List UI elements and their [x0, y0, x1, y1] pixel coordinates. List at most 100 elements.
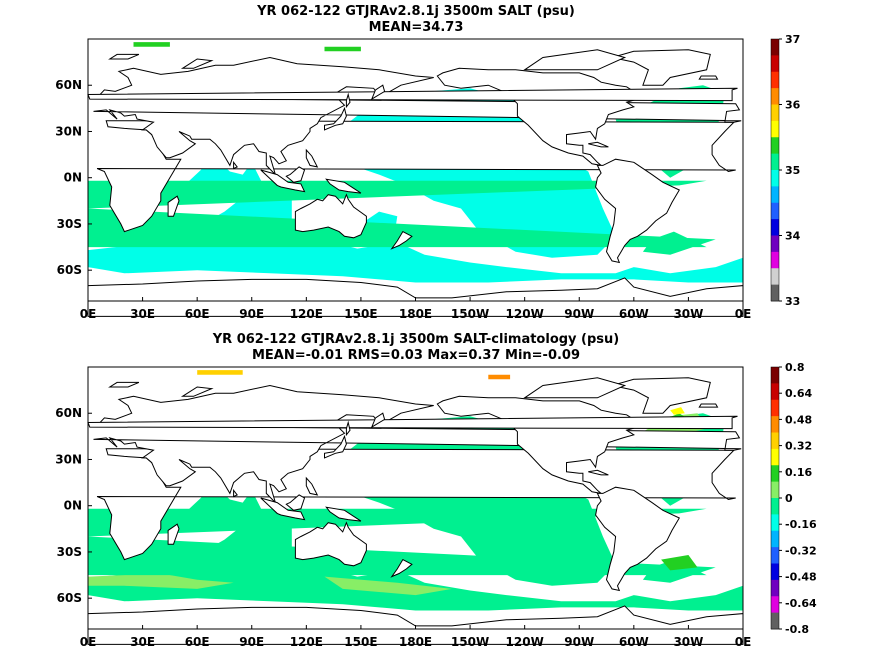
colorbar-tick-label: 36 — [785, 99, 801, 112]
madagascar-land — [167, 195, 180, 217]
x-tick-label: 90W — [564, 635, 594, 649]
borneo-land — [285, 494, 306, 511]
colorbar-swatch — [771, 448, 779, 466]
x-tick-label: 120E — [290, 635, 323, 649]
arctic-orange-anom — [488, 374, 511, 380]
colorbar-swatch — [771, 284, 779, 302]
colorbar-swatch — [771, 547, 779, 564]
colorbar-swatch — [771, 170, 779, 187]
cuba-land — [588, 141, 609, 148]
x-tick-label: 60E — [185, 635, 210, 649]
top-y-ticks: 60N 30N 0N 30S 60S — [55, 78, 92, 277]
colorbar-tick-label: 34 — [785, 230, 801, 243]
colorbar-tick-label: -0.64 — [785, 597, 817, 610]
x-tick-label: 60W — [619, 635, 649, 649]
colorbar-swatch — [771, 71, 779, 89]
colorbar-swatch — [771, 612, 779, 630]
colorbar-swatch — [771, 235, 779, 253]
southern-band-anom-2 — [324, 576, 452, 596]
south-atlantic-patch — [88, 180, 716, 255]
southern-ocean-anom — [88, 518, 743, 611]
colorbar-swatch — [771, 579, 779, 597]
colorbar-swatch — [771, 563, 779, 581]
colorbar-swatch — [771, 481, 779, 499]
colorbar-swatch — [771, 268, 779, 286]
north-atlantic-yellow-anom — [670, 407, 685, 415]
colorbar-swatch — [771, 104, 779, 122]
arctic-green-patch-2 — [324, 46, 361, 52]
arctic-islands-land — [523, 377, 627, 399]
colorbar-swatch — [771, 367, 779, 384]
colorbar-swatch — [771, 465, 779, 483]
kamchatka-land — [370, 84, 386, 101]
colorbar-swatch — [771, 55, 779, 73]
x-tick-label: 0E — [80, 307, 97, 321]
indonesia-land — [260, 497, 306, 521]
eurasia-land — [93, 56, 742, 175]
colorbar-swatch — [771, 596, 779, 614]
x-tick-label: 180E — [399, 307, 432, 321]
top-colorbar: 37 36 35 34 33 — [770, 33, 801, 308]
indonesia-land — [260, 169, 306, 193]
colorbar-tick-label: -0.48 — [785, 571, 817, 584]
south-america-land — [595, 486, 681, 592]
arctic-gold-anom — [197, 370, 243, 375]
arctic-islands-land — [523, 49, 627, 71]
x-tick-label: 30W — [673, 307, 703, 321]
south-america-land — [595, 158, 681, 264]
iceland-land — [698, 403, 719, 408]
x-tick-label: 0E — [735, 307, 752, 321]
eurasia-land — [93, 384, 742, 503]
x-tick-label: 0E — [735, 635, 752, 649]
colorbar-swatch — [771, 153, 779, 171]
x-tick-label: 150E — [344, 307, 377, 321]
colorbar-tick-label: -0.8 — [785, 623, 809, 636]
colorbar-swatch — [771, 399, 779, 417]
iceland-land — [698, 75, 719, 80]
x-tick-label: 30E — [130, 635, 155, 649]
top-map — [87, 39, 744, 317]
colorbar-swatch — [771, 514, 779, 532]
greenland-land — [611, 49, 711, 86]
philippines-land — [305, 476, 319, 496]
colorbar-swatch — [771, 251, 779, 269]
colorbar-swatch — [771, 530, 779, 548]
uk-land — [87, 87, 738, 102]
new-zealand-land — [390, 558, 413, 578]
new-guinea-land — [325, 178, 362, 194]
bottom-x-ticks: 0E 30E 60E 90E 120E 150E 180E 150W 120W 90W 60W 30W… — [80, 625, 752, 649]
x-tick-label: 90W — [564, 307, 594, 321]
y-tick-label: 30S — [57, 545, 82, 559]
y-tick-label: 30S — [57, 217, 82, 231]
x-tick-label: 120E — [290, 307, 323, 321]
top-x-ticks: 0E 30E 60E 90E 120E 150E 180E 150W 120W 90W 60W 30W… — [80, 297, 752, 321]
colorbar-swatch — [771, 88, 779, 105]
x-tick-label: 0E — [80, 635, 97, 649]
south-atlantic-green-anom — [661, 555, 698, 571]
colorbar-swatch — [771, 120, 779, 138]
y-tick-label: 0N — [64, 499, 82, 513]
svalbard-land — [108, 381, 140, 388]
bottom-panel: YR 062-122 GTJRAv2.8.1j 3500m SALT-clima… — [55, 332, 817, 649]
japan-land — [324, 106, 347, 131]
x-tick-label: 180E — [399, 635, 432, 649]
colorbar-tick-label: 0.32 — [785, 440, 812, 453]
kamchatka-land — [370, 412, 386, 429]
colorbar-swatch — [771, 39, 779, 56]
colorbar-tick-label: 0.48 — [785, 413, 812, 426]
y-tick-label: 60N — [55, 406, 82, 420]
novaya-zemlya-land — [180, 58, 214, 69]
x-tick-label: 120W — [506, 635, 544, 649]
bottom-colorbar: 0.8 0.64 0.48 0.32 0.16 0 -0.16 -0.32 -0.48 -0.64… — [770, 361, 817, 636]
y-tick-label: 60S — [57, 263, 82, 277]
bottom-map — [87, 367, 744, 645]
svalbard-land — [108, 53, 140, 60]
uk-land — [87, 415, 738, 430]
southern-band-anom — [88, 573, 234, 589]
colorbar-tick-label: 35 — [785, 164, 800, 177]
colorbar-swatch — [771, 137, 779, 155]
x-tick-label: 150W — [451, 635, 489, 649]
colorbar-tick-label: 0.64 — [785, 387, 812, 400]
philippines-land — [305, 148, 319, 168]
indian-south-patch — [88, 190, 743, 283]
